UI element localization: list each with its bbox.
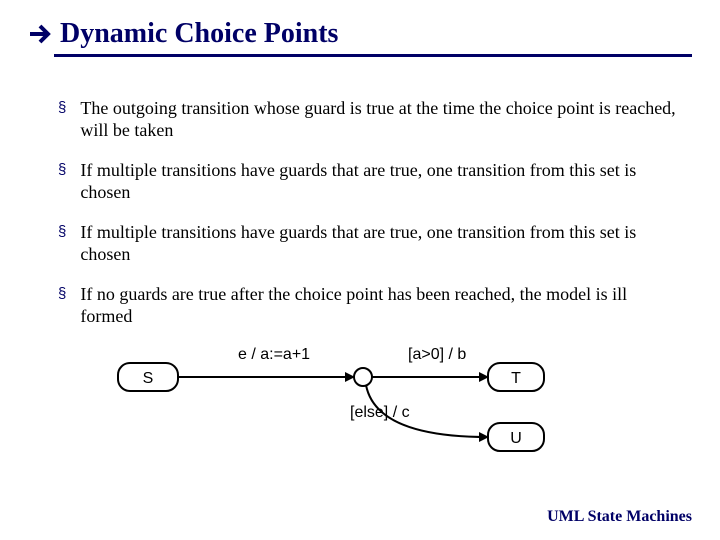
bullet-text: The outgoing transition whose guard is t…: [80, 97, 682, 141]
title-underline: [54, 54, 692, 57]
bullet-icon: §: [58, 221, 66, 243]
svg-text:T: T: [511, 370, 521, 387]
state-diagram: e / a:=a+1 [a>0] / b [else] / c S T U: [88, 345, 692, 470]
footer-text: UML State Machines: [547, 508, 692, 526]
bullet-icon: §: [58, 283, 66, 305]
slide-title: Dynamic Choice Points: [60, 18, 338, 50]
list-item: § The outgoing transition whose guard is…: [58, 97, 682, 141]
bullet-icon: §: [58, 97, 66, 119]
bullet-text: If multiple transitions have guards that…: [80, 159, 682, 203]
list-item: § If no guards are true after the choice…: [58, 283, 682, 327]
svg-text:U: U: [510, 430, 522, 447]
bullet-text: If no guards are true after the choice p…: [80, 283, 682, 327]
list-item: § If multiple transitions have guards th…: [58, 221, 682, 265]
svg-text:[else] / c: [else] / c: [350, 404, 410, 421]
list-item: § If multiple transitions have guards th…: [58, 159, 682, 203]
bullet-text: If multiple transitions have guards that…: [80, 221, 682, 265]
title-row: Dynamic Choice Points: [28, 18, 692, 50]
bullet-list: § The outgoing transition whose guard is…: [58, 97, 682, 327]
bullet-icon: §: [58, 159, 66, 181]
svg-text:S: S: [143, 370, 154, 387]
svg-text:e / a:=a+1: e / a:=a+1: [238, 346, 310, 363]
arrow-right-icon: [28, 21, 54, 47]
svg-text:[a>0] / b: [a>0] / b: [408, 346, 466, 363]
